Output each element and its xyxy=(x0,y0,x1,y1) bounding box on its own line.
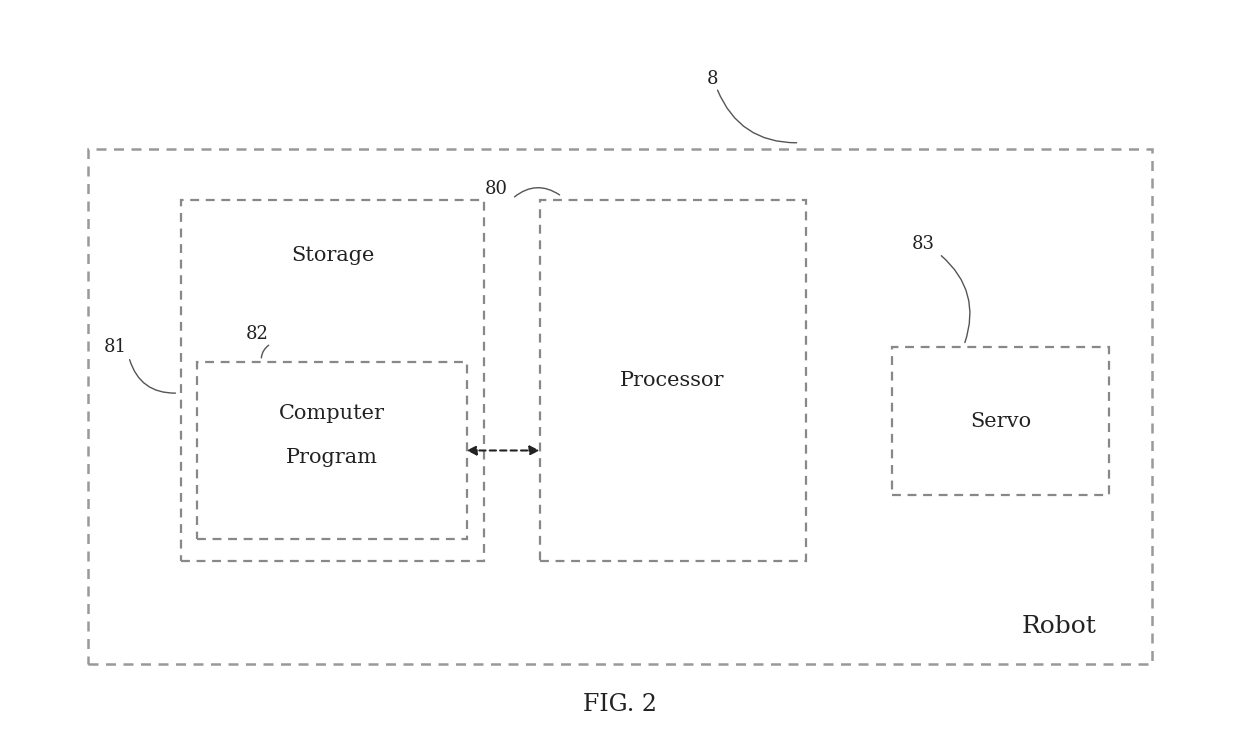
Text: Robot: Robot xyxy=(1022,616,1096,638)
Text: Processor: Processor xyxy=(620,371,725,390)
Text: Computer: Computer xyxy=(279,404,384,423)
Text: 8: 8 xyxy=(707,69,718,88)
Bar xyxy=(181,200,484,561)
Text: FIG. 2: FIG. 2 xyxy=(583,693,657,716)
Text: 82: 82 xyxy=(246,325,269,343)
Text: Storage: Storage xyxy=(291,246,374,265)
Bar xyxy=(197,362,466,539)
Text: Servo: Servo xyxy=(970,412,1030,431)
Bar xyxy=(893,347,1109,494)
Bar xyxy=(539,200,806,561)
Text: 81: 81 xyxy=(104,338,126,356)
Bar xyxy=(88,149,1152,664)
Text: 83: 83 xyxy=(911,235,935,253)
Text: Program: Program xyxy=(285,449,378,467)
Text: 80: 80 xyxy=(485,180,507,198)
